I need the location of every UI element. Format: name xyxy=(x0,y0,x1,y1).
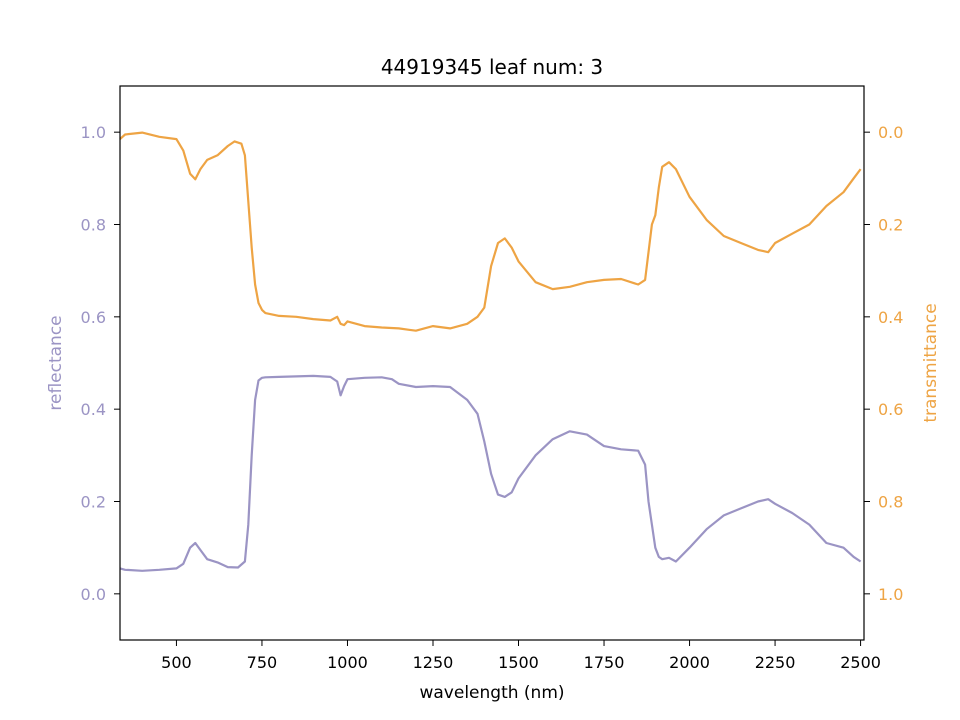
x-tick-label: 1500 xyxy=(498,653,539,672)
chart-title: 44919345 leaf num: 3 xyxy=(381,55,603,79)
y-tick-label: 1.0 xyxy=(81,123,106,142)
y-tick-label: 0.6 xyxy=(81,308,106,327)
x-tick-label: 750 xyxy=(247,653,278,672)
y2-tick-label: 0.0 xyxy=(878,123,903,142)
x-tick-label: 1000 xyxy=(327,653,368,672)
y-axis-right-title: transmittance xyxy=(921,303,941,422)
y-axis-right: 0.0 0.2 0.4 0.6 0.8 1.0 xyxy=(864,123,903,604)
x-tick-label: 500 xyxy=(161,653,192,672)
x-tick-label: 1250 xyxy=(413,653,454,672)
y-tick-label: 0.2 xyxy=(81,493,106,512)
y-axis-left-title: reflectance xyxy=(46,315,66,410)
y-axis-left: 0.0 0.2 0.4 0.6 0.8 1.0 xyxy=(81,123,120,604)
y2-tick-label: 0.4 xyxy=(878,308,903,327)
plot-lines xyxy=(119,131,862,572)
y-tick-label: 0.4 xyxy=(81,400,106,419)
y2-tick-label: 0.2 xyxy=(878,216,903,235)
plot-frame xyxy=(119,85,865,641)
transmittance-series-line xyxy=(119,131,862,332)
y2-tick-label: 1.0 xyxy=(878,585,903,604)
y2-tick-label: 0.6 xyxy=(878,400,903,419)
x-tick-label: 2500 xyxy=(840,653,881,672)
x-tick-label: 2000 xyxy=(669,653,710,672)
y-tick-label: 0.8 xyxy=(81,216,106,235)
x-axis-title: wavelength (nm) xyxy=(419,683,564,703)
x-tick-label: 2250 xyxy=(755,653,796,672)
reflectance-series-line xyxy=(119,374,862,572)
y2-tick-label: 0.8 xyxy=(878,493,903,512)
x-axis: 500 750 1000 1250 1500 1750 2000 2250 2500 xyxy=(161,640,881,672)
y-tick-label: 0.0 xyxy=(81,585,106,604)
x-tick-label: 1750 xyxy=(584,653,625,672)
